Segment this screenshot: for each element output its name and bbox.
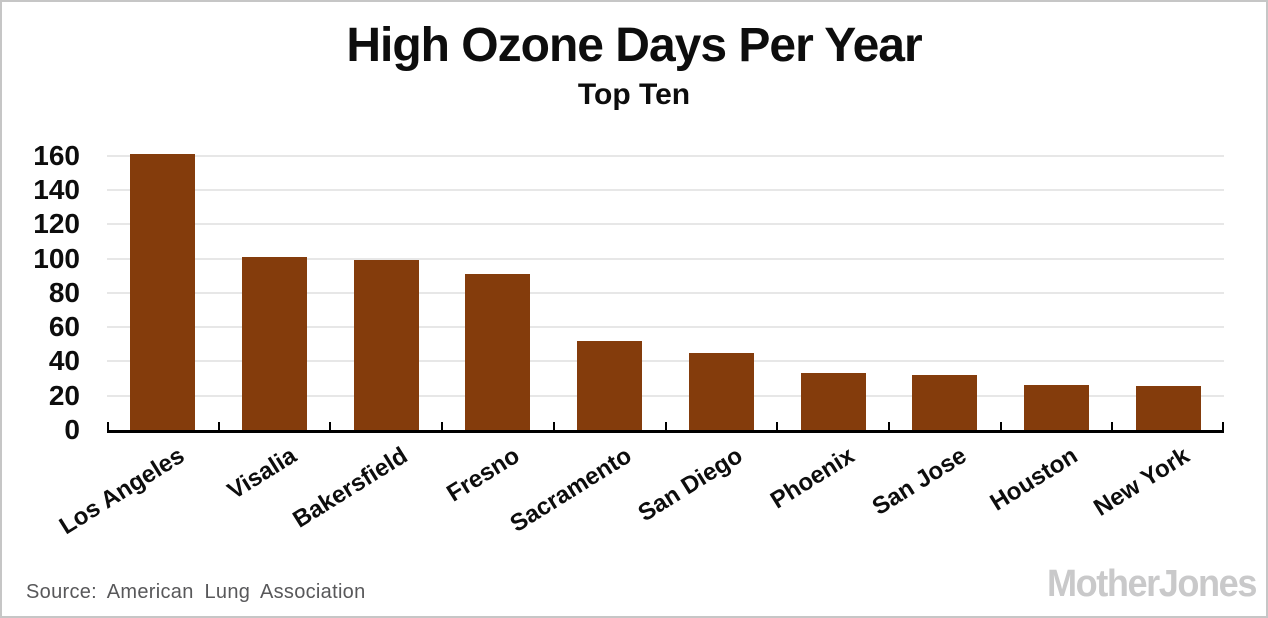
bar-slot [1112,142,1224,430]
bar-slot [107,142,219,430]
gridline [107,189,1224,191]
x-axis-label: Houston [985,442,1083,517]
bar-slot [666,142,778,430]
x-axis-label: Bakersfield [288,442,413,534]
x-axis-line [107,430,1224,433]
x-axis-tick [1111,422,1114,430]
x-axis-label: Visalia [222,442,301,505]
bar-series [107,142,1224,430]
x-axis-label: Fresno [442,442,525,508]
gridline [107,394,1224,397]
gridline [107,257,1224,260]
x-axis-label: Phoenix [765,442,860,515]
gridline [107,223,1224,226]
x-axis-labels: Los Angeles Visalia Bakersfield Fresno Sacra… [55,434,1224,569]
x-axis-tick [217,422,220,430]
gridline [107,360,1224,363]
x-axis-label: Los Angeles [54,442,190,541]
bar-san-jose [912,375,978,430]
x-axis-tick [552,422,555,430]
x-axis-tick [999,422,1002,430]
x-axis-tick [107,422,109,430]
y-axis-tick-label: 140 [33,174,80,205]
bar-new-york [1135,386,1201,430]
bar-visalia [242,256,308,430]
x-axis-tick [887,422,890,430]
bar-slot [554,142,666,430]
bar-san-diego [688,352,754,430]
x-axis-tick [441,422,444,430]
chart-subtitle: Top Ten [577,78,691,111]
bar-sacramento [577,340,643,430]
brand-logo: MotherJones [1047,563,1257,605]
x-axis-label: San Jose [867,442,972,521]
x-axis-label: New York [1089,442,1195,522]
bar-fresno [465,274,531,430]
gridline [107,326,1224,329]
x-axis-tick [329,422,332,430]
plot-area [107,142,1224,433]
bar-houston [1023,385,1089,430]
y-axis-tick-label: 80 [48,276,80,308]
y-axis-tick-label: 20 [48,379,80,411]
y-axis-tick-label: 60 [48,311,80,343]
y-axis-tick-label: 0 [64,414,80,445]
bar-slot [219,142,331,430]
bar-slot [889,142,1001,430]
source-label: Source: American Lung Association [26,581,366,603]
bar-phoenix [800,373,866,430]
chart-title: High Ozone Days Per Year [346,19,922,72]
bar-slot [330,142,442,430]
y-axis-tick-label: 160 [33,139,80,171]
bar-los-angeles [130,154,196,430]
x-axis-label: San Diego [633,442,748,528]
x-axis-label: Sacramento [505,442,636,538]
bar-slot [777,142,889,430]
gridline [107,154,1224,157]
x-axis-tick [664,422,667,430]
bar-bakersfield [353,260,419,430]
y-axis-tick-label: 40 [48,345,80,377]
y-axis: 0 20 40 60 80 100 120 140 160 [2,139,80,444]
y-axis-tick-label: 100 [33,242,80,274]
gridline [107,291,1224,294]
bar-slot [442,142,554,430]
x-axis-tick [776,422,779,430]
bar-slot [1001,142,1113,430]
x-axis-tick [1222,422,1224,430]
y-axis-tick-label: 120 [33,208,80,240]
